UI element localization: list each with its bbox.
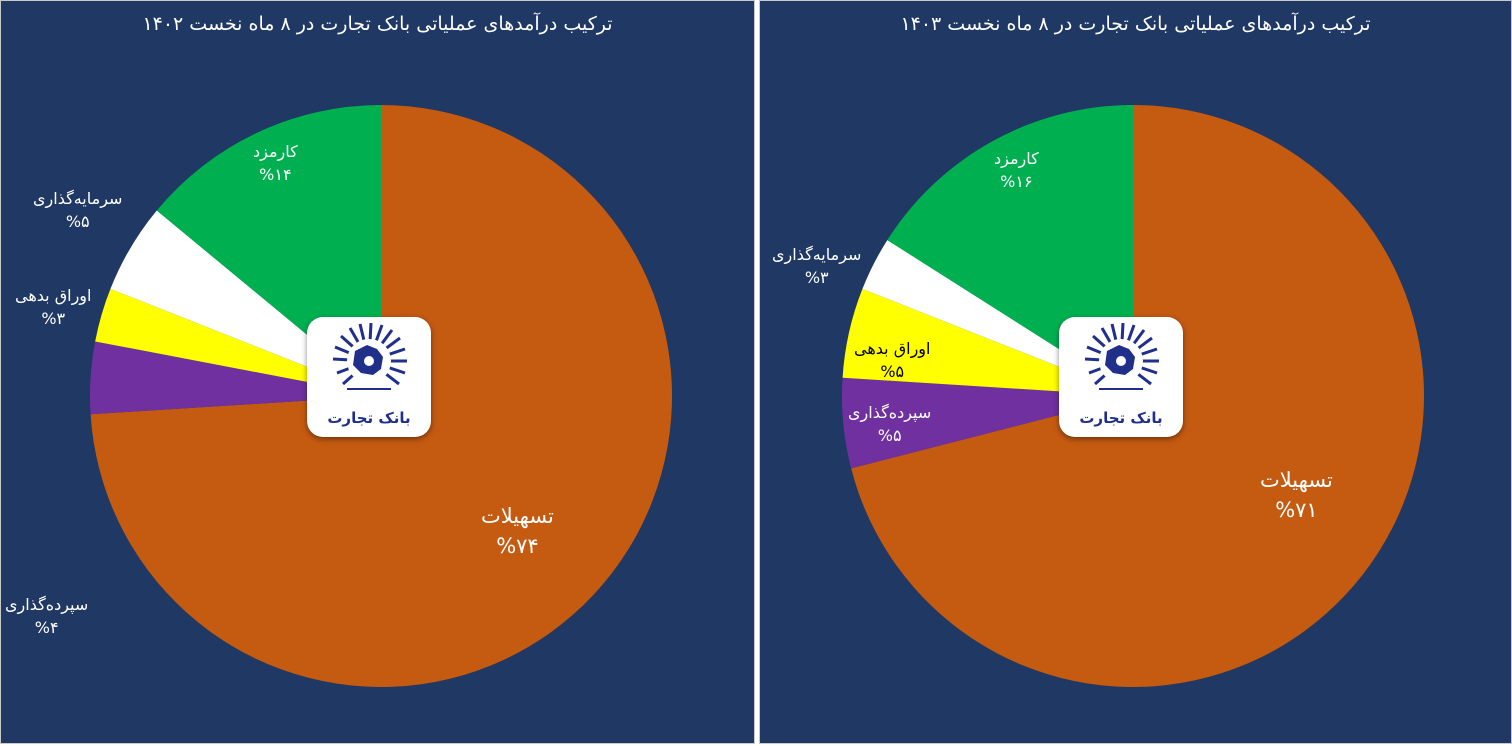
logo-text: بانک تجارت [327,409,411,427]
slice-name: تسهیلات [1260,468,1333,492]
slice-label-bonds: اوراق بدهی %۳ [15,284,91,330]
slice-name: سپرده‌گذاری [5,595,89,614]
bank-logo: بانک تجارت [1059,317,1183,437]
chart-panel-1402: ترکیب درآمدهای عملیاتی بانک تجارت در ۸ م… [0,0,755,744]
slice-percent: %۱۴ [259,165,292,185]
slice-name: سرمایه‌گذاری [33,189,123,208]
slice-name: اوراق بدهی [15,286,92,305]
slice-name: سپرده‌گذاری [848,403,932,422]
slice-percent: %۳ [804,268,829,288]
slice-name: کارمزد [253,142,298,161]
slice-label-fee: کارمزد %۱۶ [994,147,1039,193]
slice-name: سرمایه‌گذاری [772,245,862,264]
bank-tejarat-logo-icon [1084,323,1159,390]
slice-percent: %۳ [41,309,66,329]
slice-name: اوراق بدهی [854,339,931,358]
slice-percent: %۱۶ [1000,172,1033,192]
slice-label-bonds: اوراق بدهی %۵ [854,337,930,383]
slice-percent: %۵ [65,212,90,232]
bank-tejarat-logo-icon [332,323,407,390]
slice-percent: %۴ [34,618,59,638]
slice-label-investment: سرمایه‌گذاری %۵ [33,187,122,233]
chart-title: ترکیب درآمدهای عملیاتی بانک تجارت در ۸ م… [142,13,613,35]
logo-text: بانک تجارت [1079,409,1163,427]
slice-label-deposit: سپرده‌گذاری %۵ [848,401,931,447]
slice-percent: %۵ [877,426,902,446]
slice-label-loans: تسهیلات %۷۱ [1260,465,1333,526]
chart-panel-1403: ترکیب درآمدهای عملیاتی بانک تجارت در ۸ م… [759,0,1512,744]
slice-label-deposit: سپرده‌گذاری %۴ [5,593,88,639]
slice-percent: %۷۴ [496,534,539,559]
slice-label-investment: سرمایه‌گذاری %۳ [772,243,861,289]
slice-percent: %۵ [880,362,905,382]
slice-percent: %۷۱ [1275,498,1318,523]
slice-name: کارمزد [994,149,1039,168]
slice-label-fee: کارمزد %۱۴ [253,140,298,186]
slice-name: تسهیلات [481,504,554,528]
chart-title: ترکیب درآمدهای عملیاتی بانک تجارت در ۸ م… [900,13,1371,35]
slice-label-loans: تسهیلات %۷۴ [481,501,554,562]
bank-logo: بانک تجارت [307,317,431,437]
